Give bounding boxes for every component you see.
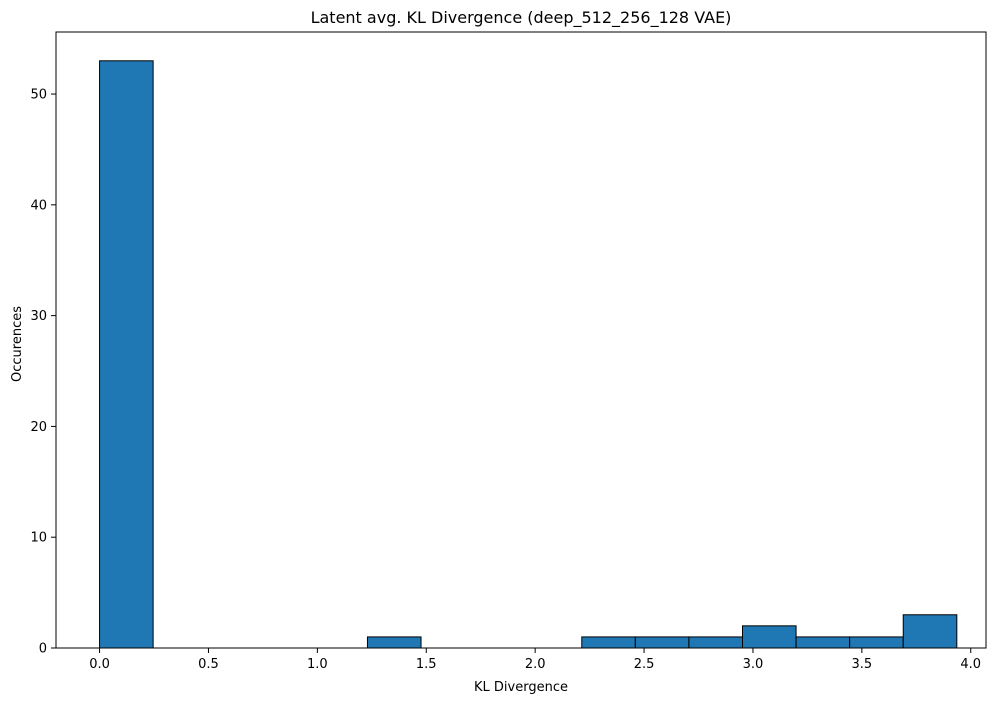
- histogram-bar: [99, 60, 154, 649]
- y-tick-label: 30: [30, 309, 47, 324]
- x-tick-label: 3.0: [743, 657, 764, 672]
- bars-group: [99, 60, 958, 649]
- histogram-bar: [366, 636, 422, 649]
- x-tick-label: 0.0: [89, 657, 110, 672]
- x-axis-label: KL Divergence: [474, 680, 568, 695]
- y-tick-label: 10: [30, 531, 47, 546]
- y-tick-label: 0: [39, 642, 47, 657]
- x-tick-label: 3.5: [852, 657, 873, 672]
- histogram-bar: [795, 636, 851, 649]
- y-axis-label: Occurences: [10, 306, 25, 382]
- plot-frame: [55, 31, 987, 649]
- x-tick-label: 2.5: [634, 657, 655, 672]
- y-tick-label: 20: [30, 420, 47, 435]
- x-tick-label: 1.0: [307, 657, 328, 672]
- x-tick-label: 0.5: [198, 657, 219, 672]
- histogram-bar: [634, 636, 690, 649]
- histogram-bar: [902, 614, 958, 649]
- histogram-bar: [688, 636, 744, 649]
- histogram-bar: [849, 636, 904, 649]
- x-axis-ticks: 0.0 0.5 1.0 1.5 2.0 2.5 3.0 3.5 4.0: [89, 648, 981, 672]
- y-tick-label: 50: [30, 88, 47, 103]
- y-axis-ticks: 0 10 20 30 40 50: [30, 88, 56, 657]
- x-tick-label: 1.5: [416, 657, 437, 672]
- chart-title: Latent avg. KL Divergence (deep_512_256_…: [311, 8, 732, 28]
- histogram-bar: [742, 625, 797, 649]
- y-tick-label: 40: [30, 198, 47, 213]
- histogram-bar: [581, 636, 636, 649]
- x-tick-label: 4.0: [960, 657, 981, 672]
- x-tick-label: 2.0: [525, 657, 546, 672]
